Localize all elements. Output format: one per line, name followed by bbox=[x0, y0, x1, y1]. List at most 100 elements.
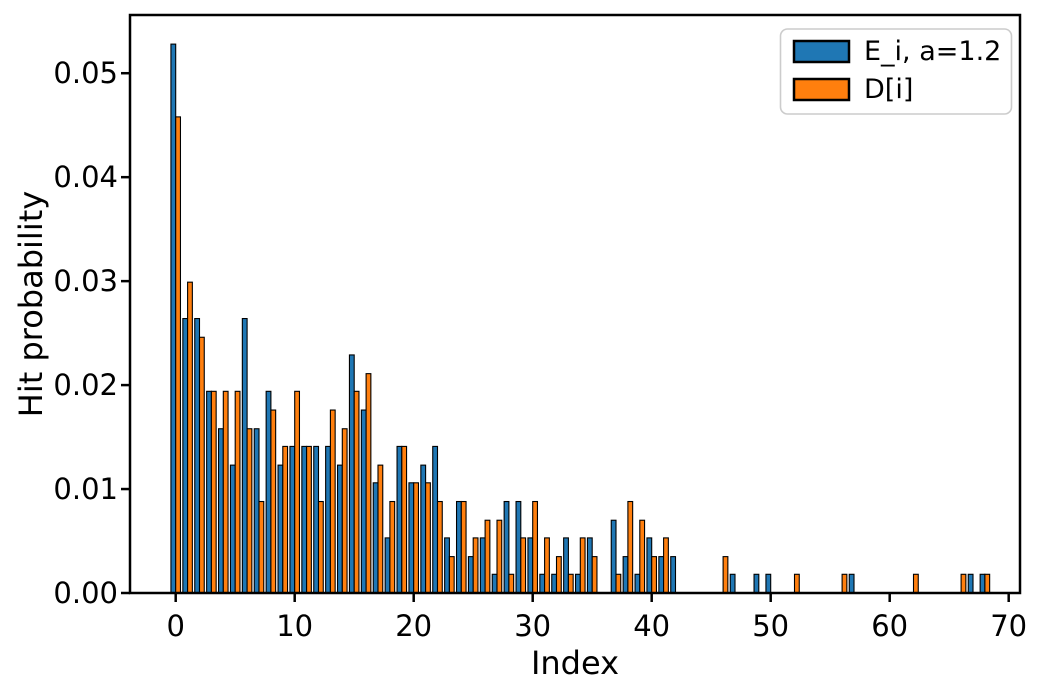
bar-s1-i6 bbox=[246, 428, 253, 594]
bar-s0-i29 bbox=[515, 500, 522, 594]
bar-s0-i32 bbox=[551, 573, 558, 594]
bar-s0-i41 bbox=[658, 556, 665, 594]
bar-s1-i35 bbox=[591, 556, 598, 594]
bar-s1-i68 bbox=[984, 573, 991, 594]
bar-s1-i40 bbox=[651, 556, 658, 594]
y-tick-label-0.00: 0.00 bbox=[53, 576, 118, 610]
bar-s1-i16 bbox=[365, 373, 372, 594]
bar-s1-i0 bbox=[175, 116, 182, 594]
x-tick-label-70: 70 bbox=[990, 609, 1027, 643]
bar-s0-i14 bbox=[336, 464, 343, 594]
bar-s1-i30 bbox=[532, 500, 539, 594]
bar-s0-i37 bbox=[610, 519, 617, 594]
bar-s1-i38 bbox=[627, 500, 634, 594]
bar-s0-i9 bbox=[277, 464, 284, 594]
bar-s1-i31 bbox=[544, 537, 550, 594]
bar-s0-i8 bbox=[265, 390, 272, 594]
bar-s1-i46 bbox=[722, 556, 729, 594]
bar-s0-i16 bbox=[360, 409, 367, 594]
bar-s0-i1 bbox=[182, 317, 189, 594]
bar-s0-i67 bbox=[967, 573, 974, 594]
bar-s0-i26 bbox=[479, 537, 486, 594]
bar-s0-i28 bbox=[503, 500, 510, 594]
legend-label-series-1: D[i] bbox=[864, 74, 913, 105]
x-axis-label: Index bbox=[531, 644, 619, 682]
bar-s0-i10 bbox=[289, 445, 296, 594]
x-tick-label-40: 40 bbox=[633, 609, 670, 643]
bar-s1-i33 bbox=[567, 573, 574, 594]
bar-s1-i7 bbox=[258, 500, 265, 594]
bar-s1-i24 bbox=[460, 500, 467, 594]
x-tick-label-10: 10 bbox=[276, 609, 313, 643]
legend-swatch-series-1 bbox=[792, 77, 851, 102]
legend-swatch-series-0 bbox=[792, 39, 851, 64]
y-tick-label-0.04: 0.04 bbox=[53, 160, 118, 194]
y-tick-label-0.05: 0.05 bbox=[53, 56, 118, 90]
bar-s1-i11 bbox=[306, 445, 312, 594]
bar-s0-i6 bbox=[241, 317, 248, 594]
bar-s1-i62 bbox=[912, 573, 919, 594]
bar-s0-i22 bbox=[432, 445, 439, 594]
bar-s1-i8 bbox=[270, 409, 277, 594]
y-tick-label-0.02: 0.02 bbox=[53, 368, 118, 402]
bar-s1-i27 bbox=[496, 519, 503, 594]
legend-label-series-0: E_i, a=1.2 bbox=[864, 36, 1001, 67]
bar-s0-i31 bbox=[539, 573, 546, 594]
bar-s0-i12 bbox=[313, 445, 320, 594]
x-tick-label-0: 0 bbox=[166, 609, 184, 643]
bar-s1-i15 bbox=[353, 390, 360, 594]
bar-s1-i2 bbox=[198, 336, 205, 594]
bar-s0-i20 bbox=[408, 482, 415, 594]
bar-s0-i21 bbox=[420, 464, 427, 594]
bar-s1-i20 bbox=[413, 482, 420, 594]
bar-s0-i30 bbox=[527, 537, 534, 594]
bar-s0-i17 bbox=[372, 482, 379, 594]
bar-s1-i12 bbox=[317, 500, 324, 594]
bar-s0-i42 bbox=[670, 556, 677, 594]
bar-s1-i26 bbox=[484, 519, 491, 594]
bar-s0-i38 bbox=[622, 556, 629, 594]
bar-s0-i7 bbox=[253, 428, 260, 594]
bar-s1-i19 bbox=[401, 445, 408, 594]
bar-s0-i57 bbox=[848, 573, 855, 594]
bar-s0-i0 bbox=[170, 43, 177, 594]
bar-s1-i4 bbox=[222, 390, 229, 594]
bar-s0-i18 bbox=[384, 537, 391, 594]
bar-s1-i23 bbox=[448, 556, 455, 594]
bar-s1-i22 bbox=[436, 500, 443, 594]
y-tick-label-0.01: 0.01 bbox=[53, 472, 118, 506]
bar-s1-i1 bbox=[187, 281, 193, 594]
bar-s0-i49 bbox=[753, 573, 760, 594]
bar-s1-i13 bbox=[329, 409, 336, 594]
legend: E_i, a=1.2 D[i] bbox=[779, 28, 1013, 115]
x-tick-label-50: 50 bbox=[752, 609, 789, 643]
bar-s1-i52 bbox=[793, 573, 800, 594]
bar-s0-i47 bbox=[729, 573, 736, 594]
bar-s1-i41 bbox=[663, 537, 669, 594]
bar-s0-i11 bbox=[301, 445, 308, 594]
x-tick-label-60: 60 bbox=[871, 609, 908, 643]
bar-s0-i24 bbox=[455, 500, 462, 594]
bar-s1-i18 bbox=[389, 500, 396, 594]
bar-s0-i25 bbox=[467, 556, 474, 594]
bar-s1-i5 bbox=[234, 390, 241, 594]
bar-s0-i50 bbox=[765, 573, 772, 594]
bar-s1-i66 bbox=[960, 573, 967, 594]
bars-series-1 bbox=[175, 116, 991, 594]
bar-s1-i17 bbox=[377, 464, 384, 594]
bar-s1-i10 bbox=[294, 390, 301, 594]
bar-s1-i9 bbox=[282, 445, 289, 594]
bar-s0-i68 bbox=[979, 573, 986, 594]
bar-s1-i28 bbox=[508, 573, 515, 594]
x-tick-label-20: 20 bbox=[395, 609, 432, 643]
bar-s0-i23 bbox=[444, 537, 450, 594]
bar-s0-i5 bbox=[229, 464, 236, 594]
x-tick-label-30: 30 bbox=[514, 609, 551, 643]
bar-s1-i3 bbox=[210, 390, 217, 594]
x-axis-ticks: 0 10 20 30 40 50 60 70 bbox=[166, 593, 1027, 643]
bar-s0-i13 bbox=[325, 445, 331, 594]
bar-s1-i39 bbox=[639, 519, 646, 594]
y-tick-label-0.03: 0.03 bbox=[53, 264, 118, 298]
